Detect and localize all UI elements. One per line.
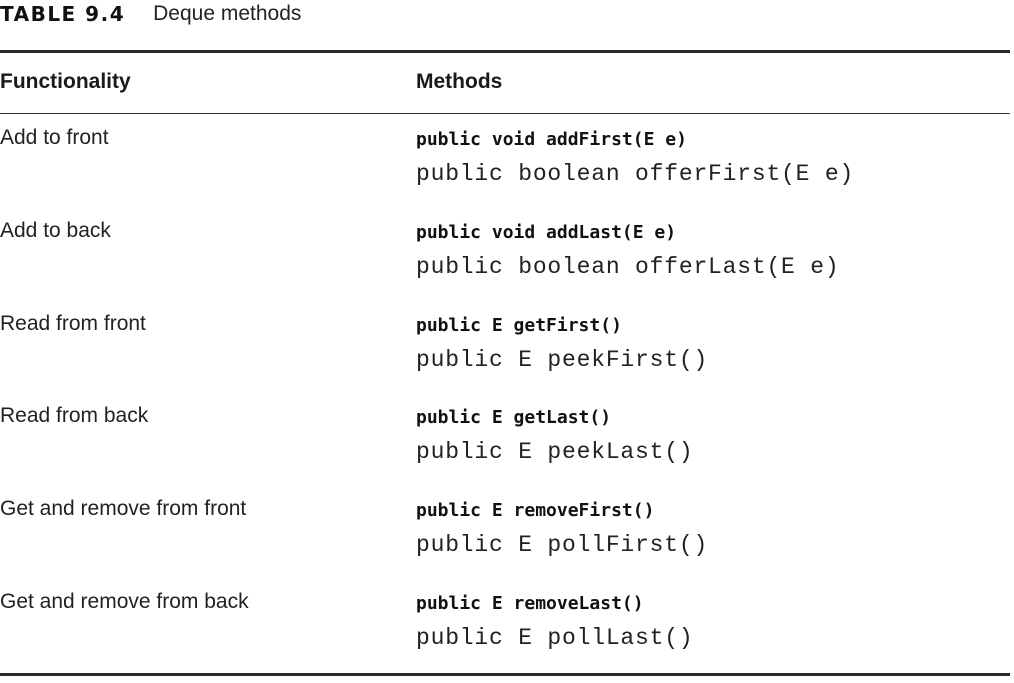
alternate-method: public E peekLast() <box>416 439 694 466</box>
table-number: TABLE 9.4 <box>0 2 126 26</box>
functionality-cell: Add to back <box>0 218 111 242</box>
functionality-cell: Read from front <box>0 311 146 335</box>
table-row: Get and remove from back public E remove… <box>0 590 1010 683</box>
methods-cell: public void addFirst(E e) public boolean… <box>416 126 854 188</box>
primary-method: public E removeLast() <box>416 592 644 614</box>
header-functionality: Functionality <box>0 70 131 93</box>
table-row: Add to back public void addLast(E e) pub… <box>0 219 1010 312</box>
methods-cell: public E getLast() public E peekLast() <box>416 404 693 466</box>
methods-cell: public E removeFirst() public E pollFirs… <box>416 497 708 559</box>
methods-cell: public E removeLast() public E pollLast(… <box>416 590 693 652</box>
table-body: Add to front public void addFirst(E e) p… <box>0 126 1010 683</box>
primary-method: public E getFirst() <box>416 314 622 336</box>
table-row: Get and remove from front public E remov… <box>0 497 1010 590</box>
alternate-method: public E pollFirst() <box>416 532 709 559</box>
header-rule <box>0 113 1010 114</box>
bottom-rule <box>0 673 1010 676</box>
primary-method: public void addLast(E e) <box>416 221 677 243</box>
top-rule <box>0 50 1010 53</box>
table-caption: TABLE 9.4 Deque methods <box>0 0 301 28</box>
functionality-cell: Get and remove from front <box>0 497 247 521</box>
methods-cell: public E getFirst() public E peekFirst() <box>416 312 708 374</box>
functionality-cell: Get and remove from back <box>0 589 249 613</box>
table-header: Functionality Methods <box>0 70 1010 96</box>
table-row: Add to front public void addFirst(E e) p… <box>0 126 1010 219</box>
table-title: Deque methods <box>153 2 302 25</box>
alternate-method: public E pollLast() <box>416 624 694 651</box>
methods-cell: public void addLast(E e) public boolean … <box>416 219 839 281</box>
alternate-method: public boolean offerFirst(E e) <box>416 161 855 187</box>
primary-method: public void addFirst(E e) <box>416 129 687 150</box>
table-row: Read from back public E getLast() public… <box>0 404 1010 497</box>
header-methods: Methods <box>416 70 503 93</box>
functionality-cell: Add to front <box>0 126 109 149</box>
alternate-method: public boolean offerLast(E e) <box>416 253 840 280</box>
table-row: Read from front public E getFirst() publ… <box>0 312 1010 405</box>
primary-method: public E removeFirst() <box>416 500 655 522</box>
functionality-cell: Read from back <box>0 404 149 428</box>
alternate-method: public E peekFirst() <box>416 346 709 373</box>
primary-method: public E getLast() <box>416 407 612 429</box>
